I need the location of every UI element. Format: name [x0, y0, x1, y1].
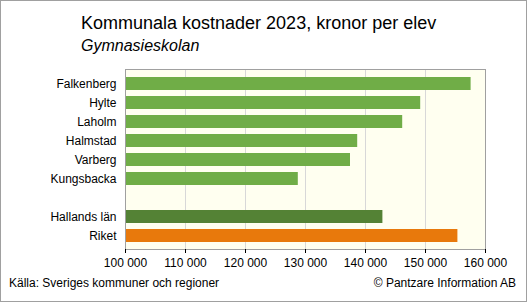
svg-text:Halmstad: Halmstad	[66, 134, 117, 148]
svg-text:Hylte: Hylte	[89, 96, 117, 110]
svg-text:100 000: 100 000	[104, 256, 148, 270]
html-text:Gymnasieskolan: Gymnasieskolan	[81, 37, 200, 54]
html-text:Kommunala kostnader 2023, kron: Kommunala kostnader 2023, kronor per ele…	[81, 13, 437, 33]
svg-text:Varberg: Varberg	[75, 153, 117, 167]
svg-text:Falkenberg: Falkenberg	[56, 77, 116, 91]
svg-text:Riket: Riket	[89, 229, 117, 243]
svg-text:150 000: 150 000	[404, 256, 448, 270]
svg-text:Kungsbacka: Kungsbacka	[50, 172, 116, 186]
html-text:© Pantzare Information AB: © Pantzare Information AB	[373, 276, 516, 290]
svg-text:120 000: 120 000	[224, 256, 268, 270]
svg-text:110 000: 110 000	[164, 256, 207, 270]
svg-text:130 000: 130 000	[284, 256, 328, 270]
svg-text:Hallands län: Hallands län	[50, 210, 116, 224]
svg-text:160 000: 160 000	[464, 256, 508, 270]
svg-text:140 000: 140 000	[344, 256, 388, 270]
html-text:Källa: Sveriges kommuner och r: Källa: Sveriges kommuner och regioner	[9, 276, 220, 290]
svg-text:Laholm: Laholm	[77, 115, 116, 129]
